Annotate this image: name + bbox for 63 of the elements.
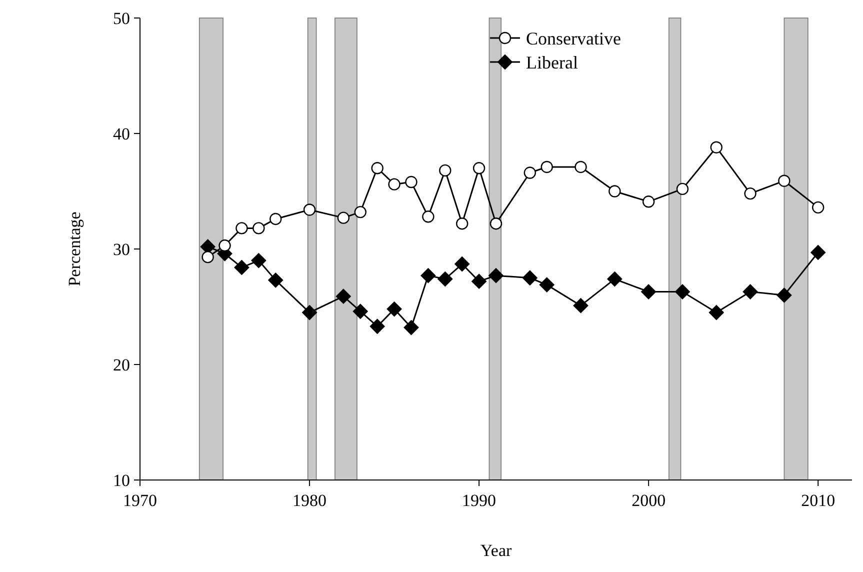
point <box>422 210 434 223</box>
point <box>388 178 400 190</box>
point <box>202 250 214 264</box>
x-tick-label: 2010 <box>801 491 836 510</box>
point <box>337 212 350 224</box>
point <box>405 176 418 188</box>
y-tick-label: 30 <box>113 240 130 259</box>
point <box>676 182 689 196</box>
point <box>490 217 502 230</box>
point <box>674 284 690 300</box>
point <box>336 288 351 304</box>
x-tick-label: 1980 <box>292 491 327 510</box>
point <box>540 160 553 174</box>
point <box>252 222 265 234</box>
point <box>642 196 655 208</box>
point <box>522 270 538 286</box>
point <box>708 305 724 320</box>
point <box>268 272 284 288</box>
point <box>439 164 452 177</box>
point <box>420 268 436 284</box>
point <box>776 288 792 303</box>
point <box>354 206 366 218</box>
point <box>236 222 248 234</box>
y-axis-title: Percentage <box>65 212 84 286</box>
y-tick-label: 40 <box>113 124 130 144</box>
legend-label: Conservative <box>526 28 621 48</box>
point <box>386 302 402 317</box>
point <box>778 174 790 187</box>
point <box>573 298 588 314</box>
point <box>607 272 622 287</box>
y-tick-label: 20 <box>113 355 130 374</box>
point <box>234 260 250 275</box>
point <box>574 160 587 174</box>
point <box>270 212 282 226</box>
point <box>370 318 385 334</box>
point <box>810 244 826 260</box>
y-tick-label: 10 <box>113 470 130 490</box>
point <box>454 256 470 272</box>
point <box>539 277 554 292</box>
y-tick-label: 50 <box>113 8 130 28</box>
x-tick-label: 1990 <box>462 491 496 510</box>
point <box>641 284 656 300</box>
point <box>251 253 266 268</box>
point <box>524 166 536 179</box>
point <box>456 217 468 230</box>
point <box>742 284 758 300</box>
x-tick-label: 1970 <box>123 491 157 510</box>
point <box>352 304 368 319</box>
point <box>371 162 384 174</box>
x-tick-label: 2000 <box>632 491 666 510</box>
point <box>472 274 487 289</box>
point <box>608 185 621 198</box>
point <box>438 272 453 287</box>
point <box>404 320 419 336</box>
point <box>710 141 722 154</box>
point <box>744 187 756 200</box>
point <box>303 204 316 216</box>
point <box>302 305 318 320</box>
x-axis-title: Year <box>480 541 512 560</box>
point <box>488 268 504 284</box>
point <box>218 239 231 252</box>
legend-label: Liberal <box>526 52 578 72</box>
point <box>472 162 486 174</box>
